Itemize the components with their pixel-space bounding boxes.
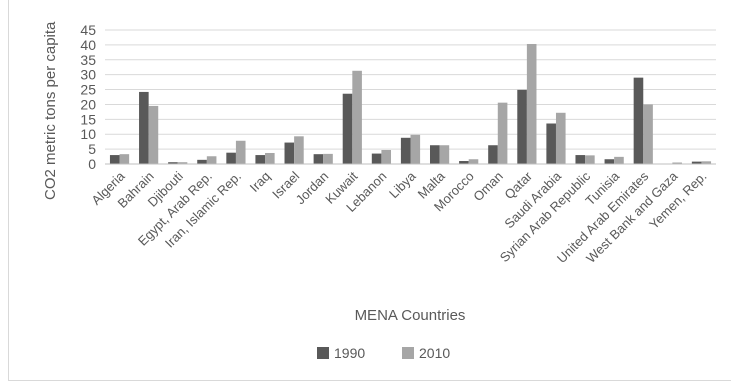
bar-2010 bbox=[497, 102, 508, 164]
x-category-label: Oman bbox=[470, 169, 506, 205]
bar-2010 bbox=[410, 134, 421, 164]
x-category-label: Libya bbox=[386, 168, 419, 201]
bar-2010 bbox=[323, 153, 333, 164]
bar-2010 bbox=[206, 156, 217, 164]
y-tick-label: 0 bbox=[88, 156, 96, 172]
bar-2010 bbox=[526, 43, 537, 164]
legend: 1990 2010 bbox=[317, 345, 450, 361]
bar-1990 bbox=[429, 145, 440, 164]
bar-1990 bbox=[459, 161, 469, 164]
bar-2010 bbox=[265, 152, 275, 164]
y-tick-label: 35 bbox=[80, 52, 96, 68]
bar-2010 bbox=[468, 159, 479, 164]
bar-2010 bbox=[235, 140, 246, 164]
gridlines bbox=[105, 29, 716, 150]
y-tick-label: 25 bbox=[80, 82, 96, 98]
y-tick-label: 20 bbox=[80, 96, 96, 112]
bar-1990 bbox=[517, 89, 527, 164]
chart-frame bbox=[8, 0, 731, 381]
bar-1990 bbox=[488, 145, 498, 164]
y-tick-label: 15 bbox=[80, 111, 96, 127]
bar-1990 bbox=[400, 137, 411, 164]
bar-2010 bbox=[555, 112, 566, 164]
bar-1990 bbox=[371, 153, 382, 164]
bar-2010 bbox=[352, 70, 362, 164]
bar-1990 bbox=[226, 152, 236, 164]
bar-2010 bbox=[701, 161, 712, 164]
x-category-label: Jordan bbox=[293, 169, 332, 208]
y-tick-label: 10 bbox=[80, 126, 96, 142]
bar-1990 bbox=[255, 155, 266, 164]
bar-1990 bbox=[691, 161, 702, 164]
bar-1990 bbox=[109, 155, 120, 164]
bar-2010 bbox=[177, 162, 188, 164]
bar-1990 bbox=[168, 162, 178, 164]
legend-swatch-2010 bbox=[402, 347, 414, 359]
y-axis-title: CO2 metric tons per capita bbox=[42, 21, 59, 200]
legend-label-2010: 2010 bbox=[419, 345, 450, 361]
bar-2010 bbox=[614, 156, 624, 164]
bar-2010 bbox=[381, 150, 392, 164]
legend-swatch-1990 bbox=[317, 347, 329, 359]
bar-2010 bbox=[294, 136, 304, 164]
y-tick-label: 40 bbox=[80, 37, 96, 53]
bar-1990 bbox=[342, 93, 353, 164]
y-tick-label: 5 bbox=[88, 141, 96, 157]
bars bbox=[109, 43, 712, 164]
y-tick-label: 30 bbox=[80, 67, 96, 83]
bar-2010 bbox=[439, 145, 450, 164]
x-axis-title: MENA Countries bbox=[355, 307, 466, 324]
bar-1990 bbox=[197, 159, 207, 164]
bar-2010 bbox=[643, 104, 653, 164]
bar-1990 bbox=[313, 154, 324, 164]
bar-1990 bbox=[575, 155, 586, 164]
bar-1990 bbox=[139, 91, 149, 164]
bar-2010 bbox=[119, 154, 130, 164]
legend-label-1990: 1990 bbox=[334, 345, 365, 361]
bar-1990 bbox=[633, 77, 644, 164]
bar-2010 bbox=[672, 162, 682, 164]
y-tick-label: 45 bbox=[80, 22, 96, 38]
bar-1990 bbox=[604, 159, 615, 164]
bar-2010 bbox=[585, 155, 595, 164]
bar-1990 bbox=[284, 142, 295, 164]
bar-1990 bbox=[546, 123, 556, 164]
bar-2010 bbox=[148, 105, 159, 164]
